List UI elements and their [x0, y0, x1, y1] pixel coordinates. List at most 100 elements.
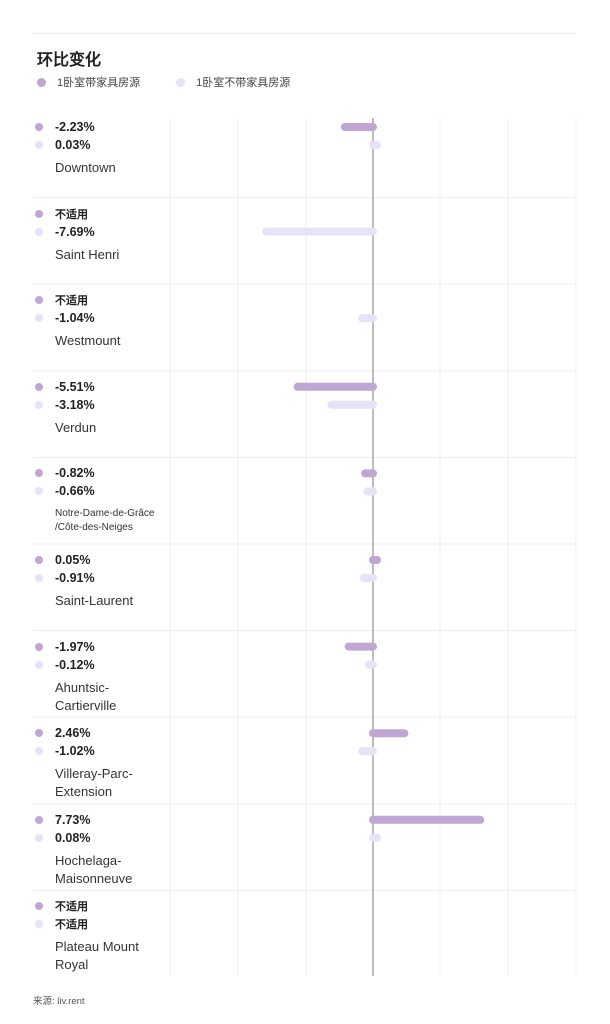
neighbourhood-name-line: Hochelaga-	[55, 852, 122, 868]
stat-unfurnished: 0.08%	[35, 829, 175, 847]
neighbourhood-name: Westmount	[55, 332, 175, 350]
neighbourhood-name-line: Extension	[55, 784, 113, 800]
neighbourhood-name-line: Maisonneuve	[55, 870, 133, 886]
dot-unfurnished	[35, 833, 43, 842]
source-note: 来源: liv.rent	[33, 996, 85, 1007]
stat-unfurnished: -3.18%	[35, 396, 175, 414]
neighbourhood-name: Plateau Mount Royal	[55, 938, 175, 974]
dot-furnished	[35, 556, 43, 564]
top-divider	[33, 33, 575, 34]
legend-dot-unfurnished	[176, 77, 186, 87]
stat-furnished: 0.05%	[35, 551, 175, 569]
stat-unfurnished: -0.12%	[35, 656, 175, 674]
stat-furnished: -5.51%	[35, 378, 175, 396]
neighbourhood-name-line: Notre-Dame-de-Grâce	[55, 508, 155, 520]
neighbourhood-name-line: Villeray-Parc-	[55, 766, 133, 782]
value-furnished: -1.97%	[55, 639, 95, 654]
dot-furnished	[35, 902, 43, 911]
stat-furnished: -1.97%	[35, 638, 175, 656]
neighbourhood-name-line: Saint Henri	[55, 246, 120, 262]
stat-furnished: 7.73%	[35, 811, 175, 829]
legend-label-furnished: 1卧室带家具房源	[57, 77, 141, 89]
row-label-block: -5.51% -3.18% Verdun	[35, 378, 175, 437]
row-label-block: -1.97% -0.12% Ahuntsic- Cartierville	[35, 638, 175, 715]
neighbourhood-name: Verdun	[55, 419, 175, 437]
value-furnished: 不适用	[55, 208, 88, 221]
neighbourhood-name-line: Ahuntsic-	[55, 679, 110, 695]
legend-dot-furnished	[37, 77, 46, 87]
value-unfurnished: -0.12%	[55, 657, 95, 672]
stat-unfurnished: 不适用	[35, 915, 175, 933]
row-label-block: 7.73% 0.08% Hochelaga- Maisonneuve	[35, 811, 175, 888]
dot-furnished	[35, 815, 43, 824]
neighbourhood-name-line: /Côte-des-Neiges	[55, 522, 133, 534]
neighbourhood-name: Saint-Laurent	[55, 592, 175, 610]
neighbourhood-name-line: Cartierville	[55, 697, 117, 713]
chart-title: 环比变化	[37, 52, 102, 69]
stat-furnished: 不适用	[35, 205, 175, 223]
value-furnished: -5.51%	[55, 379, 95, 394]
neighbourhood-name-line: Verdun	[55, 419, 97, 435]
dot-furnished	[35, 642, 43, 651]
stat-unfurnished: -0.91%	[35, 569, 175, 587]
value-unfurnished: -7.69%	[55, 224, 95, 239]
stat-furnished: -2.23%	[35, 118, 175, 136]
value-furnished: 7.73%	[55, 812, 91, 827]
neighbourhood-name: Saint Henri	[55, 246, 175, 264]
dot-furnished	[35, 296, 43, 305]
row-label-block: -0.82% -0.66% Notre-Dame-de-Grâce/Côte-des…	[35, 464, 175, 535]
dot-unfurnished	[35, 487, 43, 496]
dot-unfurnished	[35, 314, 43, 323]
legend: 1卧室带家具房源 1卧室不带家具房源	[37, 74, 326, 90]
dot-furnished	[35, 209, 43, 218]
stat-unfurnished: -1.04%	[35, 309, 175, 327]
stat-unfurnished: -7.69%	[35, 223, 175, 241]
row-label-block: -2.23% 0.03% Downtown	[35, 118, 175, 177]
stat-furnished: 不适用	[35, 897, 175, 915]
dot-furnished	[35, 729, 43, 738]
value-unfurnished: -0.66%	[55, 484, 95, 499]
value-furnished: 不适用	[55, 901, 88, 914]
dot-unfurnished	[35, 660, 43, 669]
neighbourhood-name: Villeray-Parc- Extension	[55, 765, 175, 801]
stat-furnished: 2.46%	[35, 724, 175, 742]
value-unfurnished: -0.91%	[55, 571, 95, 585]
neighbourhood-name-line: Downtown	[55, 160, 116, 175]
neighbourhood-name-line: Westmount	[55, 333, 121, 349]
neighbourhood-name: Notre-Dame-de-Grâce/Côte-des-Neiges	[55, 507, 175, 535]
row-label-block: 不适用 不适用 Plateau Mount Royal	[35, 897, 175, 974]
row-label-block: 不适用 -7.69% Saint Henri	[35, 205, 175, 264]
value-furnished: -2.23%	[55, 120, 95, 134]
value-furnished: 不适用	[55, 295, 88, 308]
value-unfurnished: -3.18%	[55, 397, 95, 412]
value-unfurnished: 不适用	[55, 919, 88, 932]
legend-label-unfurnished: 1卧室不带家具房源	[196, 77, 291, 89]
dot-unfurnished	[35, 227, 43, 236]
dot-furnished	[35, 382, 43, 391]
row-label-block: 不适用 -1.04% Westmount	[35, 291, 175, 350]
neighbourhood-name: Ahuntsic- Cartierville	[55, 679, 175, 715]
dot-unfurnished	[35, 920, 43, 929]
neighbourhood-name: Hochelaga- Maisonneuve	[55, 852, 175, 888]
stat-unfurnished: -1.02%	[35, 742, 175, 760]
value-unfurnished: -1.04%	[55, 311, 95, 326]
neighbourhood-name-line: Plateau Mount	[55, 939, 139, 955]
legend-item-unfurnished: 1卧室不带家具房源	[176, 74, 290, 90]
neighbourhood-name-line: Saint-Laurent	[55, 593, 134, 608]
dot-furnished	[35, 469, 43, 478]
dot-unfurnished	[35, 400, 43, 409]
value-unfurnished: 0.03%	[55, 138, 91, 152]
value-furnished: 2.46%	[55, 726, 91, 741]
neighbourhood-name: Downtown	[55, 159, 175, 177]
row-label-block: 0.05% -0.91% Saint-Laurent	[35, 551, 175, 610]
dot-unfurnished	[35, 747, 43, 756]
value-furnished: -0.82%	[55, 466, 95, 481]
dot-furnished	[35, 123, 43, 131]
legend-item-furnished: 1卧室带家具房源	[37, 74, 140, 90]
row-label-block: 2.46% -1.02% Villeray-Parc- Extension	[35, 724, 175, 801]
stat-furnished: 不适用	[35, 291, 175, 309]
dot-unfurnished	[35, 574, 43, 582]
neighbourhood-name-line: Royal	[55, 957, 89, 973]
stat-furnished: -0.82%	[35, 464, 175, 482]
